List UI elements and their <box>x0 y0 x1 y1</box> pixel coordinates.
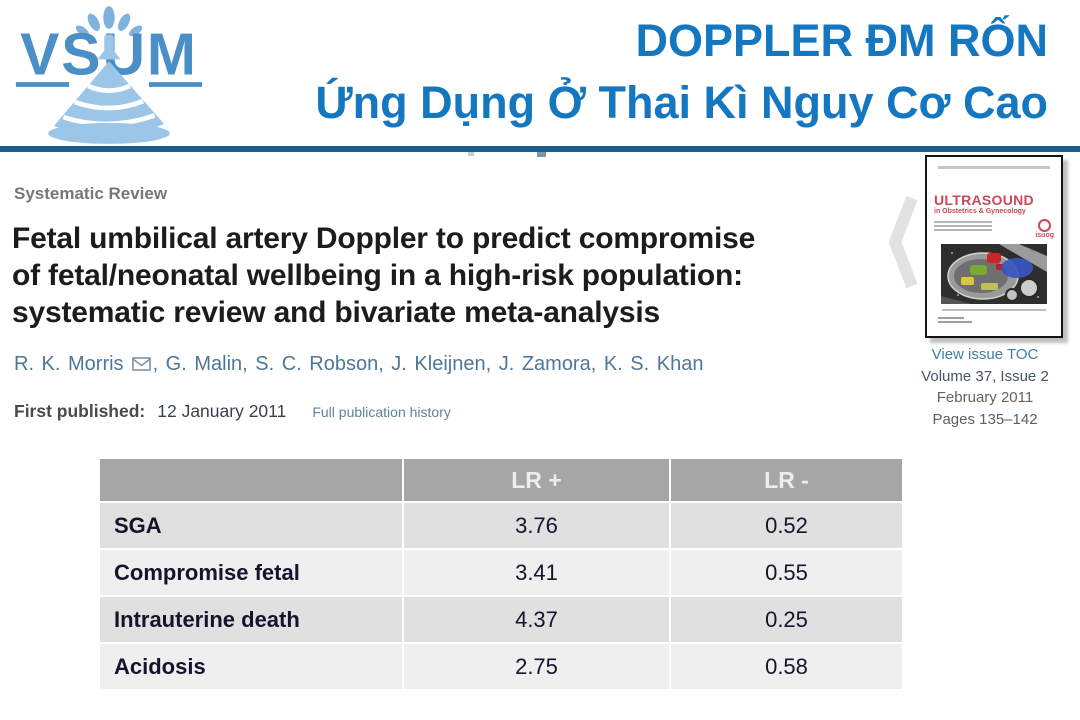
chevron-left-icon[interactable] <box>888 192 918 297</box>
lr-minus-value: 0.58 <box>671 644 902 689</box>
table-corner-cell <box>100 459 402 501</box>
lr-minus-value: 0.25 <box>671 597 902 642</box>
article-title-line: of fetal/neonatal wellbeing in a high-ri… <box>12 259 743 292</box>
lr-minus-value: 0.52 <box>671 503 902 548</box>
row-label: Intrauterine death <box>100 597 402 642</box>
ultrasound-cover-image <box>941 244 1047 304</box>
issue-pages-text: Pages 135–142 <box>932 410 1038 428</box>
lr-plus-value: 3.41 <box>404 550 669 595</box>
issue-date-text: February 2011 <box>936 389 1034 406</box>
table-header-lr-plus: LR + <box>404 459 669 501</box>
table-header-lr-minus: LR - <box>671 459 902 501</box>
header-divider <box>0 146 1080 152</box>
publication-row: First published: 12 January 2011 Full pu… <box>14 401 451 422</box>
slide-title-line2: Ứng Dụng Ở Thai Kì Nguy Cơ Cao <box>315 77 1048 128</box>
lr-minus-value: 0.55 <box>671 550 902 595</box>
table-row: Acidosis 2.75 0.58 <box>100 644 902 689</box>
view-issue-toc-link[interactable]: View issue TOC <box>931 346 1039 363</box>
journal-subtitle: in Obstetrics & Gynecology <box>934 208 1026 215</box>
email-icon[interactable] <box>131 354 151 377</box>
row-label: SGA <box>100 503 402 548</box>
publisher-text-bar <box>938 321 972 323</box>
article-title-line: Fetal umbilical artery Doppler to predic… <box>12 222 756 255</box>
first-published-label: First published: <box>14 401 146 421</box>
publication-history-link[interactable]: Full publication history <box>312 404 451 420</box>
lotus-icon <box>75 6 143 37</box>
publisher-text-bar <box>938 317 964 319</box>
cover-meta-row: isuog <box>934 219 1054 240</box>
isuog-emblem-icon <box>1038 219 1052 232</box>
lr-plus-value: 2.75 <box>404 644 669 689</box>
table-row: SGA 3.76 0.52 <box>100 503 902 548</box>
article-category-label: Systematic Review <box>14 184 168 203</box>
row-label: Acidosis <box>100 644 402 689</box>
article-title-line: systematic review and bivariate meta-ana… <box>12 296 661 329</box>
lr-plus-value: 4.37 <box>404 597 669 642</box>
cover-divider-bar <box>942 309 1046 311</box>
cover-microtext-bar <box>938 166 1050 169</box>
screenshot-artifact <box>468 152 474 156</box>
authors-line: R. K. Morris , G. Malin, S. C. Robson, J… <box>14 352 703 377</box>
first-published-date: 12 January 2011 <box>157 401 287 421</box>
lead-author-link[interactable]: R. K. Morris <box>14 353 124 375</box>
row-label: Compromise fetal <box>100 550 402 595</box>
table-row: Compromise fetal 3.41 0.55 <box>100 550 902 595</box>
screenshot-artifact <box>537 152 546 157</box>
vsum-logo: VSUM <box>14 6 204 144</box>
journal-cover: ULTRASOUND in Obstetrics & Gynecology is… <box>925 155 1063 338</box>
coauthors-links[interactable]: , G. Malin, S. C. Robson, J. Kleijnen, J… <box>152 353 704 375</box>
table-row: Intrauterine death 4.37 0.25 <box>100 597 902 642</box>
issue-info: View issue TOC Volume 37, Issue 2 Februa… <box>893 344 1077 430</box>
lr-plus-value: 3.76 <box>404 503 669 548</box>
article-title: Fetal umbilical artery Doppler to predic… <box>12 220 892 331</box>
table-header-row: LR + LR - <box>100 459 902 501</box>
journal-name: ULTRASOUND <box>934 192 1034 208</box>
isuog-logo: isuog <box>1035 219 1054 240</box>
likelihood-ratio-table: LR + LR - SGA 3.76 0.52 Compromise fetal… <box>98 457 904 691</box>
ultrasound-fan-icon <box>48 61 170 144</box>
cover-smalltext-bars <box>934 219 992 233</box>
slide-title-line1: DOPPLER ĐM RỐN <box>635 15 1048 66</box>
volume-issue-text: Volume 37, Issue 2 <box>921 367 1049 385</box>
